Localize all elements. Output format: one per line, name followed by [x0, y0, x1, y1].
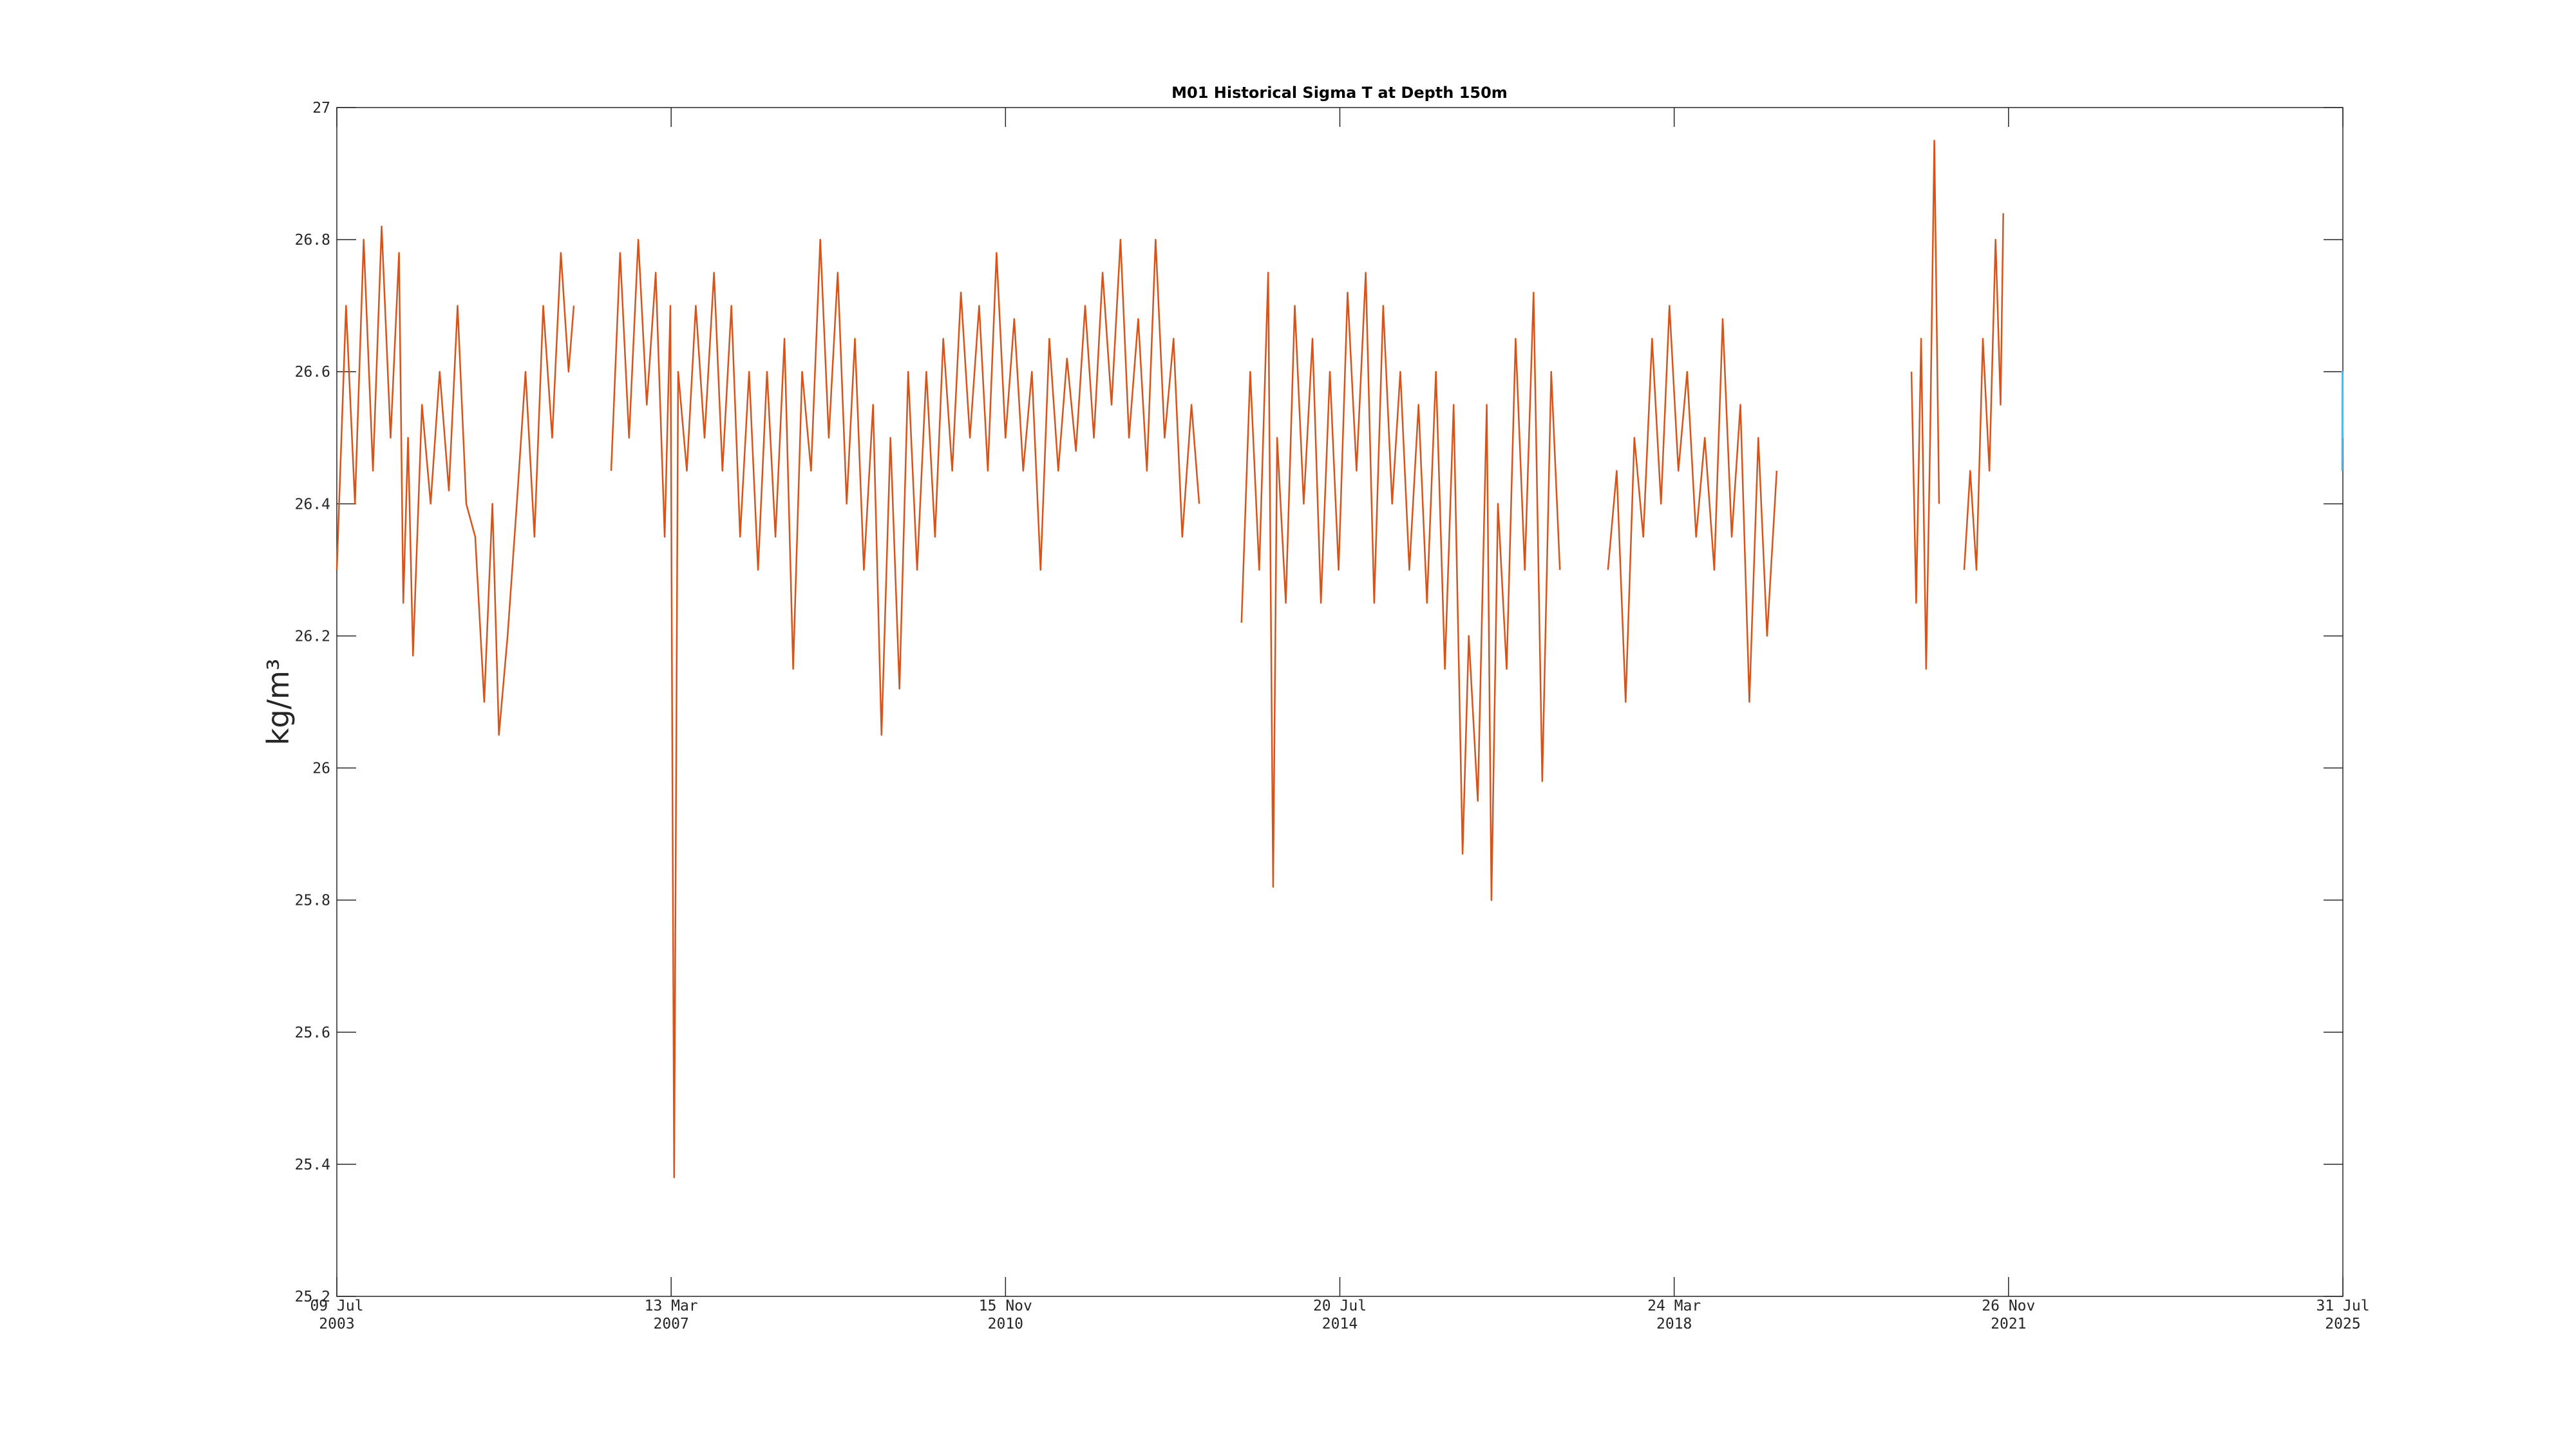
x-tick-label: 2007 [653, 1316, 688, 1332]
x-tick-label: 2018 [1656, 1316, 1692, 1332]
x-tick-label: 20 Jul [1313, 1298, 1367, 1314]
y-tick-label: 26.6 [295, 364, 330, 381]
x-tick-label: 2003 [319, 1316, 354, 1332]
data-line [336, 140, 2004, 1179]
x-tick-label: 15 Nov [979, 1298, 1032, 1314]
x-tick-label: 24 Mar [1647, 1298, 1701, 1314]
x-tick-label: 13 Mar [645, 1298, 698, 1314]
y-axis-label: kg/m³ [261, 659, 296, 746]
x-tick-label: 09 Jul [310, 1298, 363, 1314]
y-tick-label: 26 [312, 761, 330, 777]
y-tick-label: 25.4 [295, 1157, 330, 1173]
chart-title: M01 Historical Sigma T at Depth 150m [1171, 84, 1508, 102]
y-tick-label: 26.8 [295, 232, 330, 249]
y-tick-label: 27 [312, 100, 330, 117]
x-tick-label: 2025 [2325, 1316, 2360, 1332]
x-tick-label: 31 Jul [2316, 1298, 2369, 1314]
plot-frame [336, 107, 2344, 1297]
x-tick-label: 2014 [1322, 1316, 1358, 1332]
y-tick-label: 25.6 [295, 1025, 330, 1041]
y-tick-label: 25.2 [295, 1289, 330, 1305]
x-tick-label: 2021 [1991, 1316, 2026, 1332]
x-tick-label: 2010 [988, 1316, 1023, 1332]
data-line [2341, 370, 2344, 471]
y-tick-label: 26.4 [295, 496, 330, 513]
x-tick-label: 26 Nov [1982, 1298, 2035, 1314]
y-tick-label: 26.2 [295, 628, 330, 645]
y-tick-label: 25.8 [295, 893, 330, 909]
